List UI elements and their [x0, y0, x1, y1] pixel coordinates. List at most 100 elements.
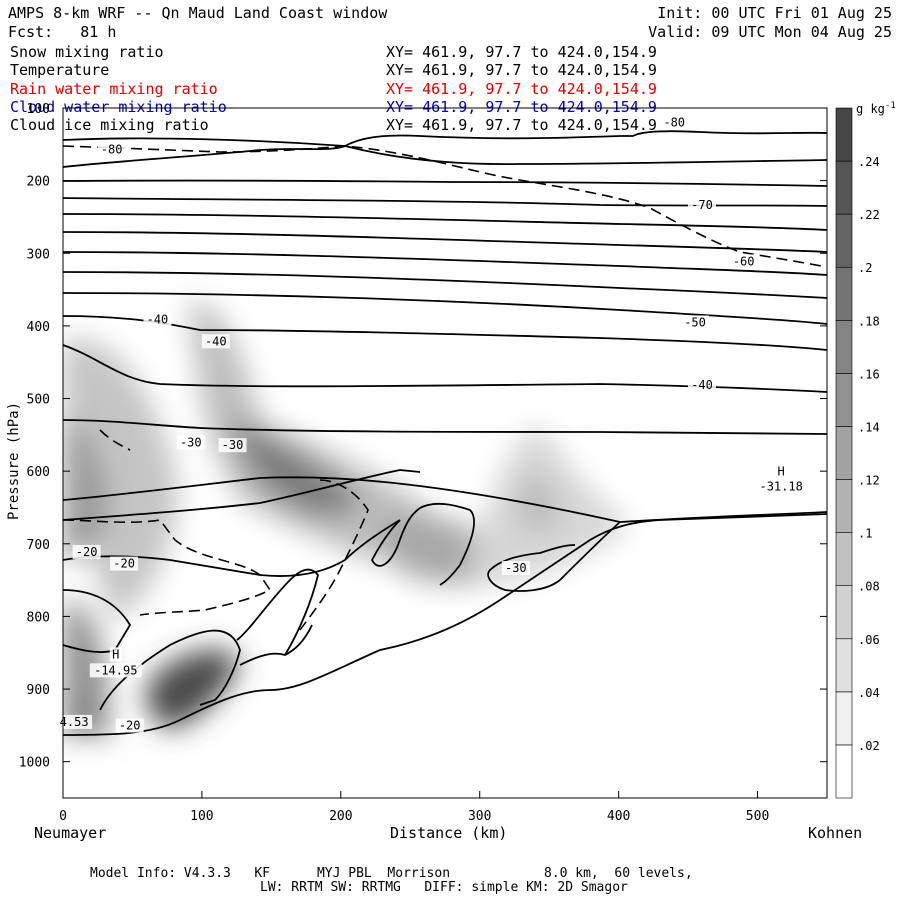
x-tick-label: 300: [468, 809, 491, 824]
colorbar-segment: [835, 744, 853, 799]
x-tick-label: 0: [59, 809, 67, 824]
plot-frame: [62, 107, 828, 799]
contour-label-bg: [687, 197, 716, 212]
contour-label-bg: [176, 435, 205, 450]
colorbar-tick-label: .22: [858, 208, 880, 222]
colorbar-tick-label: .18: [858, 314, 880, 328]
contour-label: -20: [113, 557, 135, 571]
colorbar-unit: g kg-1: [856, 101, 896, 116]
contour-label: -40: [691, 378, 713, 392]
colorbar-segment: [835, 532, 853, 586]
contour-label-bg: [218, 438, 247, 453]
x-tick-label: 100: [190, 809, 213, 824]
contour-label-bg: [660, 115, 689, 130]
colorbar-segment: [835, 160, 853, 215]
y-tick-label: 900: [27, 683, 50, 698]
y-tick-label: 500: [27, 393, 50, 408]
contour-label-bg: [56, 714, 93, 729]
contour-label: -30: [505, 561, 527, 575]
colorbar: .02 .04 .06 .08 .1 .12 .14 .16 .18 .2 .22 .24: [835, 107, 880, 799]
model-info-line2: LW: RRTM SW: RRTMG DIFF: simple KM: 2D S…: [260, 880, 628, 895]
model-info-line1: Model Info: V4.3.3 KF MYJ PBL Morrison 8…: [90, 866, 693, 881]
y-tick-label: 100: [27, 102, 50, 117]
contour-label-bg: [755, 479, 808, 494]
contour-label: -40: [147, 313, 169, 327]
x-axis-label: Distance (km): [390, 824, 507, 842]
y-axis-label: Pressure (hPa): [6, 402, 22, 520]
temperature-contours: [63, 130, 827, 736]
x-axis: 0 100 200 300 400 500: [59, 791, 769, 824]
contour-label: -20: [76, 545, 98, 559]
colorbar-tick-label: .2: [858, 261, 872, 275]
field-xy-cloud-ice: XY= 461.9, 97.7 to 424.0,154.9: [386, 116, 657, 134]
y-axis: 100 200 300 400 500 600 700 800 900 1000: [19, 102, 827, 771]
colorbar-unit-base: g kg: [856, 102, 885, 116]
colorbar-segment: [835, 479, 853, 533]
field-label-cloud-ice: Cloud ice mixing ratio: [10, 116, 209, 134]
contour-label-bg: [729, 254, 758, 269]
snow-shading: [63, 300, 630, 735]
colorbar-tick-label: .1: [858, 527, 872, 541]
colorbar-segment: [835, 373, 853, 427]
contour-label-bg: [143, 312, 172, 327]
colorbar-tick-label: .06: [858, 633, 880, 647]
contour-label: -30: [180, 435, 202, 449]
contour-label-bg: [89, 663, 142, 678]
contour-label: -31.18: [759, 480, 802, 494]
contour-label: -30: [222, 438, 244, 452]
field-xy-cloud-water: XY= 461.9, 97.7 to 424.0,154.9: [386, 98, 657, 116]
contour-labels: -80 -80 -70 -60 -50 -40 -40 -40 -30 -30 -30 -20 -20 -…: [56, 115, 808, 733]
colorbar-segment: [835, 638, 853, 693]
contour-label-bg: [201, 334, 230, 349]
colorbar-segment: [835, 213, 853, 268]
contour-label: -80: [663, 116, 685, 130]
x-left-endpoint: Neumayer: [34, 824, 106, 842]
x-tick-label: 200: [329, 809, 352, 824]
forecast-hour: Fcst: 81 h: [8, 23, 117, 41]
field-label-rain: Rain water mixing ratio: [10, 80, 218, 98]
contour-label-bg: [115, 718, 144, 733]
contour-label: -60: [733, 254, 755, 268]
field-label-temperature: Temperature: [10, 61, 110, 79]
colorbar-segment: [835, 585, 853, 640]
colorbar-segment: [835, 107, 853, 162]
contour-label: -70: [691, 198, 713, 212]
x-tick-label: 500: [746, 809, 769, 824]
colorbar-segment: [835, 320, 853, 374]
valid-time: Valid: 09 UTC Mon 04 Aug 25: [648, 23, 892, 41]
y-tick-label: 1000: [19, 756, 50, 771]
x-right-endpoint: Kohnen: [808, 824, 862, 842]
contour-label: -14.95: [94, 663, 137, 677]
y-tick-label: 700: [27, 538, 50, 553]
contour-label-bg: [687, 377, 716, 392]
colorbar-tick-label: .14: [858, 420, 880, 434]
x-tick-label: 400: [607, 809, 630, 824]
y-tick-label: 300: [27, 247, 50, 262]
colorbar-segment: [835, 691, 853, 746]
contour-label-bg: [501, 560, 530, 575]
contour-label-bg: [109, 647, 122, 662]
colorbar-tick-label: .16: [858, 367, 880, 381]
contour-label-bg: [110, 556, 139, 571]
field-xy-snow: XY= 461.9, 97.7 to 424.0,154.9: [386, 43, 657, 61]
contour-label: -20: [119, 719, 141, 733]
contour-label: -80: [101, 143, 123, 157]
colorbar-segment: [835, 426, 853, 480]
contour-label-bg: [72, 544, 101, 559]
field-xy-rain: XY= 461.9, 97.7 to 424.0,154.9: [386, 80, 657, 98]
colorbar-tick-label: .24: [858, 155, 880, 169]
y-tick-label: 600: [27, 465, 50, 480]
contour-label: 4.53: [60, 715, 89, 729]
y-tick-label: 400: [27, 320, 50, 335]
y-tick-label: 200: [27, 175, 50, 190]
field-label-cloud-water: Cloud water mixing ratio: [10, 98, 227, 116]
colorbar-tick-label: .02: [858, 739, 880, 753]
cloud-ice-contours: [63, 145, 827, 631]
chart-title: AMPS 8-km WRF -- Qn Maud Land Coast wind…: [8, 4, 388, 22]
contour-label: -50: [684, 315, 706, 329]
colorbar-tick-label: .12: [858, 474, 880, 488]
init-time: Init: 00 UTC Fri 01 Aug 25: [657, 4, 892, 22]
contour-label: H: [112, 647, 119, 661]
contour-label-bg: [775, 464, 788, 479]
contour-label: H: [778, 464, 785, 478]
